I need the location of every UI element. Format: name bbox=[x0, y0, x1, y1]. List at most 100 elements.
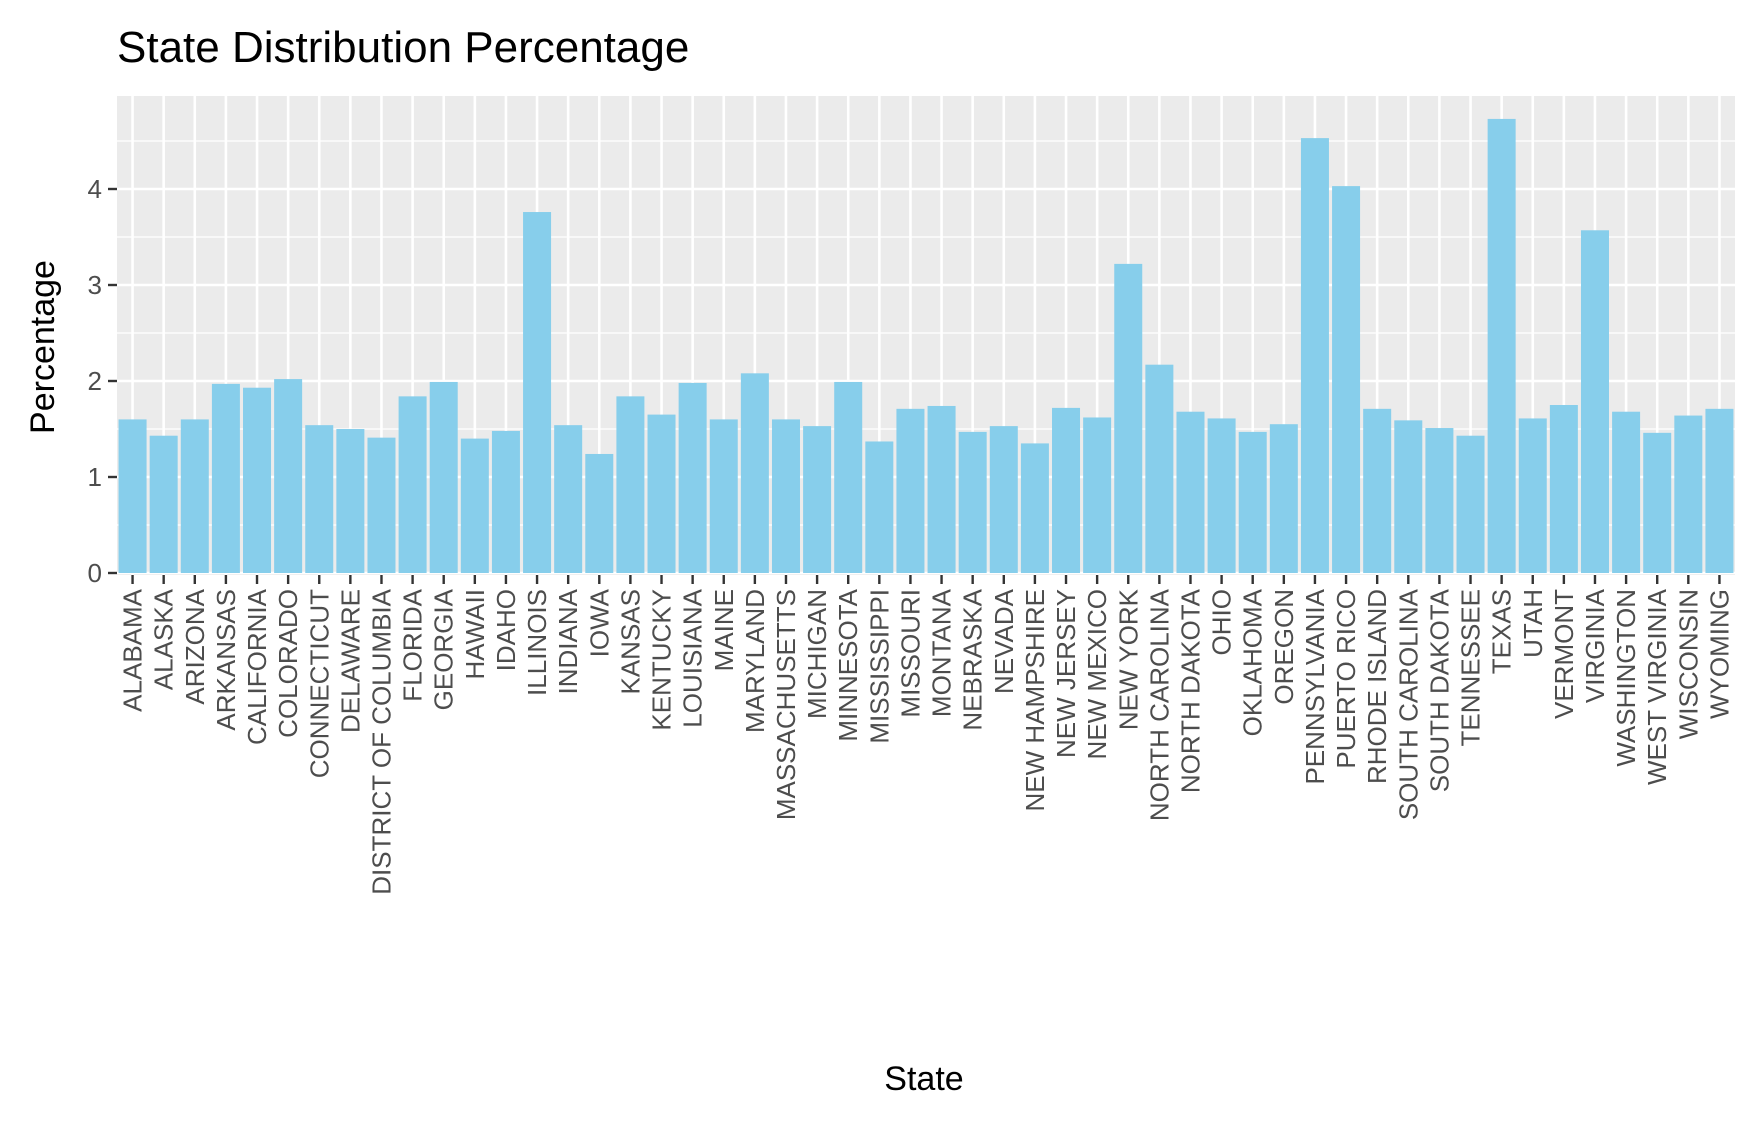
x-tick-label: MARYLAND bbox=[740, 589, 770, 733]
bar bbox=[398, 396, 427, 573]
bar bbox=[1176, 411, 1205, 573]
x-tick-label: OREGON bbox=[1269, 589, 1299, 705]
bar bbox=[927, 405, 956, 573]
x-tick-label: NEW JERSEY bbox=[1051, 589, 1081, 758]
x-tick-label: SOUTH DAKOTA bbox=[1424, 588, 1454, 792]
x-tick-label: ALABAMA bbox=[118, 588, 148, 711]
x-tick-label: WISCONSIN bbox=[1673, 589, 1703, 739]
x-tick-label: DELAWARE bbox=[335, 589, 365, 733]
y-tick-label: 2 bbox=[88, 366, 102, 396]
bar bbox=[1145, 364, 1174, 573]
bar bbox=[149, 435, 178, 573]
bar bbox=[958, 431, 987, 573]
x-tick-label: NEW MEXICO bbox=[1082, 589, 1112, 759]
bar bbox=[1456, 435, 1485, 573]
x-tick-label: OKLAHOMA bbox=[1238, 588, 1268, 736]
x-tick-label: IOWA bbox=[584, 588, 614, 657]
bar bbox=[1674, 415, 1703, 573]
bar bbox=[523, 212, 552, 574]
x-tick-label: NORTH DAKOTA bbox=[1175, 588, 1205, 793]
y-axis-title: Percentage bbox=[24, 260, 62, 434]
x-tick-label: CALIFORNIA bbox=[242, 588, 272, 745]
bar bbox=[709, 419, 738, 573]
bar bbox=[1238, 431, 1267, 573]
bar bbox=[1269, 424, 1298, 573]
bar bbox=[1363, 408, 1392, 573]
x-tick-label: KANSAS bbox=[615, 589, 645, 695]
bar bbox=[180, 419, 209, 573]
bar bbox=[896, 408, 925, 573]
bar bbox=[118, 419, 147, 573]
x-tick-label: ARKANSAS bbox=[211, 589, 241, 731]
bar bbox=[834, 381, 863, 573]
bar bbox=[1394, 420, 1423, 573]
bar bbox=[771, 419, 800, 573]
bar bbox=[1580, 230, 1609, 573]
bar bbox=[1083, 417, 1112, 573]
bar bbox=[1332, 186, 1361, 573]
x-axis-title: State bbox=[884, 1060, 963, 1098]
x-tick-label: DISTRICT OF COLUMBIA bbox=[366, 588, 396, 894]
bar bbox=[274, 379, 303, 573]
x-tick-label: MISSISSIPPI bbox=[864, 589, 894, 744]
bar bbox=[1518, 418, 1547, 573]
x-tick-label: MONTANA bbox=[927, 588, 957, 717]
x-tick-label: NORTH CAROLINA bbox=[1144, 588, 1174, 821]
x-tick-label: SOUTH CAROLINA bbox=[1393, 588, 1423, 820]
x-tick-label: NEBRASKA bbox=[958, 588, 988, 730]
chart-title: State Distribution Percentage bbox=[117, 23, 689, 72]
x-tick-label: WASHINGTON bbox=[1611, 589, 1641, 767]
bar bbox=[803, 426, 832, 573]
x-tick-label: ALASKA bbox=[149, 588, 179, 690]
x-tick-label: MICHIGAN bbox=[802, 589, 832, 719]
bar bbox=[647, 414, 676, 573]
bar bbox=[1487, 118, 1516, 574]
x-tick-label: MISSOURI bbox=[895, 589, 925, 718]
bar bbox=[460, 438, 489, 573]
bar bbox=[678, 382, 707, 573]
bar bbox=[305, 425, 334, 573]
bar bbox=[367, 437, 396, 573]
bar bbox=[1052, 407, 1081, 573]
x-tick-label: INDIANA bbox=[553, 588, 583, 694]
x-tick-label: ARIZONA bbox=[180, 588, 210, 704]
x-tick-label: LOUISIANA bbox=[678, 588, 708, 727]
bar bbox=[491, 430, 520, 573]
x-tick-label: COLORADO bbox=[273, 589, 303, 738]
bar bbox=[1549, 405, 1578, 573]
x-tick-label: MINNESOTA bbox=[833, 588, 863, 741]
x-tick-label: TEXAS bbox=[1487, 589, 1517, 674]
y-tick-label: 0 bbox=[88, 558, 102, 588]
x-tick-label: KENTUCKY bbox=[647, 589, 677, 731]
x-tick-label: MASSACHUSETTS bbox=[771, 589, 801, 820]
bar bbox=[1300, 138, 1329, 573]
x-tick-label: TENNESSEE bbox=[1456, 589, 1486, 747]
x-tick-label: IDAHO bbox=[491, 589, 521, 671]
y-axis: 0 1 2 3 4 bbox=[88, 174, 117, 588]
x-tick-label: NEVADA bbox=[989, 588, 1019, 694]
bar bbox=[243, 387, 272, 573]
bar bbox=[1425, 428, 1454, 573]
bar bbox=[1114, 263, 1143, 573]
bar bbox=[1705, 408, 1734, 573]
bars bbox=[118, 118, 1734, 574]
x-tick-label: UTAH bbox=[1518, 589, 1548, 658]
bar bbox=[336, 429, 365, 573]
x-tick-label: RHODE ISLAND bbox=[1362, 589, 1392, 784]
bar bbox=[1643, 432, 1672, 573]
bar bbox=[1020, 443, 1049, 573]
bar bbox=[554, 425, 583, 573]
x-tick-label: NEW YORK bbox=[1113, 588, 1143, 730]
x-tick-label: CONNECTICUT bbox=[304, 589, 334, 778]
bar bbox=[740, 373, 769, 573]
x-tick-label: PUERTO RICO bbox=[1331, 589, 1361, 769]
x-tick-label: PENNSYLVANIA bbox=[1300, 588, 1330, 784]
x-tick-label: WEST VIRGINIA bbox=[1642, 588, 1672, 785]
x-tick-label: VERMONT bbox=[1549, 589, 1579, 719]
x-tick-label: OHIO bbox=[1207, 589, 1237, 655]
bar bbox=[865, 441, 894, 573]
bar bbox=[1612, 411, 1641, 573]
x-tick-label: FLORIDA bbox=[398, 588, 428, 701]
bar bbox=[429, 381, 458, 573]
